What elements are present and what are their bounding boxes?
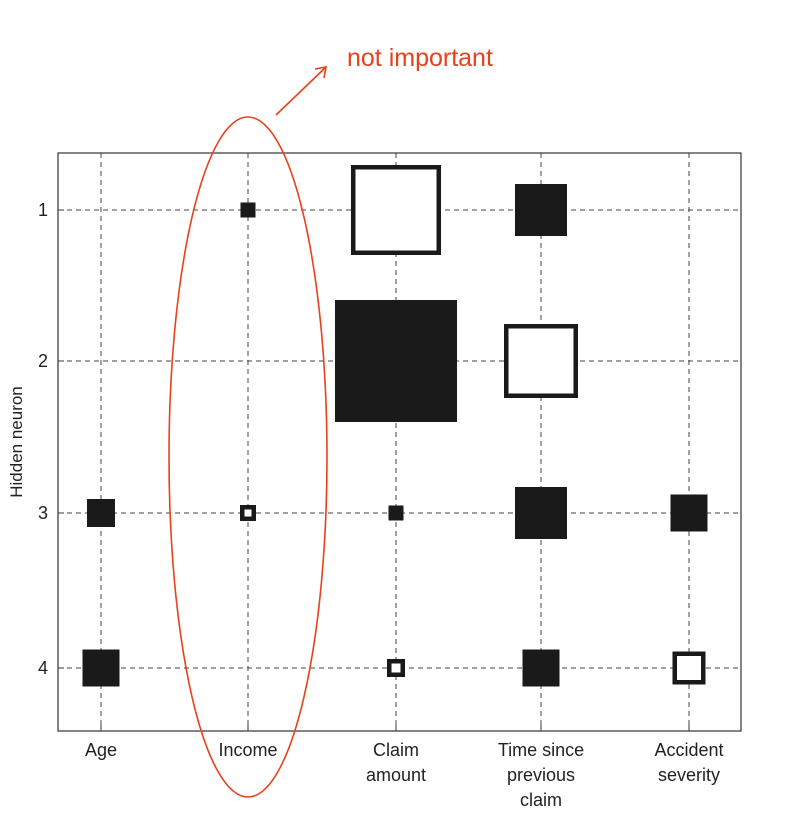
weight-squares [82, 165, 708, 687]
annotation-arrowhead [314, 66, 327, 79]
weight-square-positive [240, 202, 256, 218]
y-tick-label: 3 [38, 503, 48, 523]
x-tick-labels: Age Income Claim amount Time since previous cl… [85, 725, 724, 810]
annotation-ellipse [168, 116, 328, 798]
x-tick-label: Time since previous claim [498, 740, 584, 810]
x-tick-label-line: Income [218, 740, 277, 760]
y-axis-title: Hidden neuron [7, 386, 26, 498]
y-tick-labels: 1 2 3 4 [38, 200, 64, 678]
annotation-arrow [275, 66, 327, 116]
x-tick-label-line: severity [658, 765, 720, 785]
plot-frame [57, 152, 742, 732]
weight-square-negative [504, 324, 578, 398]
x-tick-label-line: Claim [373, 740, 419, 760]
x-tick-label-line: Accident [654, 740, 723, 760]
y-tick-label: 1 [38, 200, 48, 220]
weight-square-positive [515, 184, 567, 236]
x-tick-label: Claim amount [366, 740, 426, 785]
x-tick-label-line: previous [507, 765, 575, 785]
y-tick-label: 4 [38, 658, 48, 678]
x-tick-label: Income [218, 740, 277, 760]
weight-square-negative [672, 651, 706, 685]
x-tick-label-line: claim [520, 790, 562, 810]
weight-square-negative [387, 659, 405, 677]
x-tick-label-line: Time since [498, 740, 584, 760]
x-tick-label: Accident severity [654, 740, 723, 785]
grid-lines [58, 153, 741, 731]
weight-square-positive [82, 649, 120, 687]
x-tick-label: Age [85, 740, 117, 760]
x-tick-label-line: amount [366, 765, 426, 785]
weight-square-negative [240, 505, 256, 521]
annotation-text: not important [347, 44, 493, 72]
y-tick-label: 2 [38, 351, 48, 371]
weight-square-positive [522, 649, 560, 687]
weight-square-positive [515, 487, 567, 539]
x-tick-label-line: Age [85, 740, 117, 760]
weight-square-positive [670, 494, 708, 532]
weight-square-positive [388, 505, 404, 521]
annotation: not important [168, 44, 493, 798]
weight-square-positive [87, 499, 115, 527]
weight-square-positive [335, 300, 457, 422]
weight-square-negative [351, 165, 441, 255]
